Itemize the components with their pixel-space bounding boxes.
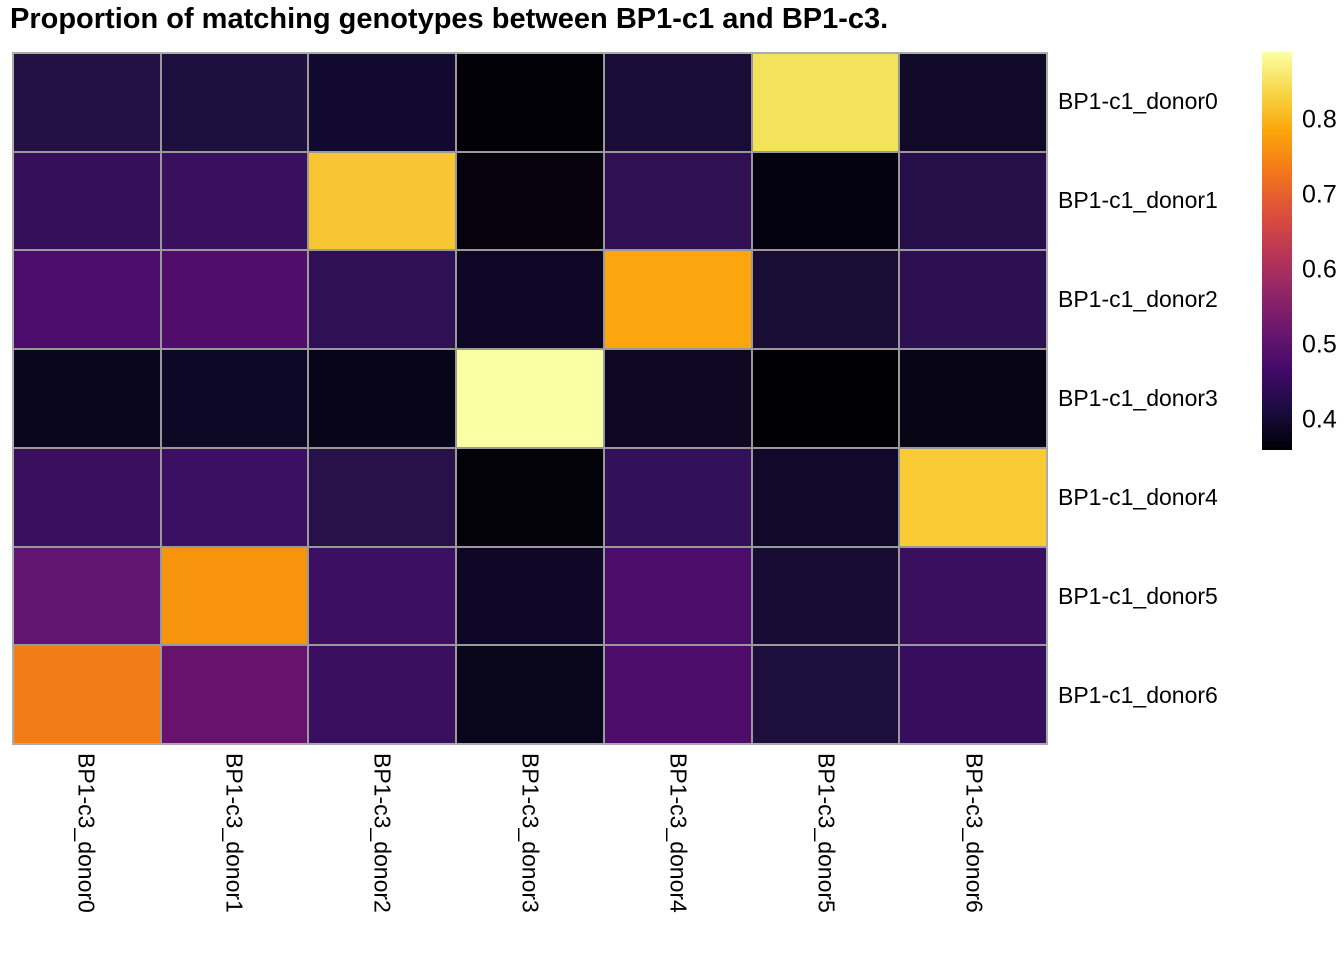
heatmap-cell [457, 448, 603, 546]
row-label: BP1-c1_donor2 [1058, 286, 1218, 312]
colorbar-tick: 0.7 [1302, 180, 1337, 209]
heatmap-grid [12, 52, 1048, 745]
heatmap-cell [457, 350, 603, 447]
heatmap-cell [604, 646, 751, 743]
heatmap-cell [161, 350, 308, 447]
heatmap-cell [161, 448, 308, 546]
heatmap-cell [309, 350, 456, 447]
col-label: BP1-c3_donor2 [369, 753, 396, 913]
heatmap-cell [309, 646, 456, 743]
heatmap-cell [309, 152, 456, 250]
heatmap-cell [900, 54, 1046, 151]
heatmap-cell [604, 448, 751, 546]
heatmap-cell [900, 251, 1046, 349]
chart-title: Proportion of matching genotypes between… [10, 3, 889, 35]
heatmap-cell [14, 251, 160, 349]
heatmap-cell [900, 350, 1046, 447]
heatmap-cell [604, 547, 751, 645]
col-label: BP1-c3_donor1 [221, 753, 248, 913]
heatmap-cell [457, 152, 603, 250]
heatmap-cell [14, 646, 160, 743]
colorbar-tick-labels: 0.8 0.7 0.6 0.5 0.4 [1302, 52, 1344, 450]
heatmap-cell [752, 646, 899, 743]
heatmap-cell [161, 547, 308, 645]
col-label: BP1-c3_donor5 [813, 753, 840, 913]
y-axis-labels: BP1-c1_donor0 BP1-c1_donor1 BP1-c1_donor2 B… [1058, 52, 1258, 745]
col-label: BP1-c3_donor4 [665, 753, 692, 913]
row-label: BP1-c1_donor1 [1058, 187, 1218, 213]
heatmap-cell [752, 350, 899, 447]
row-label: BP1-c1_donor4 [1058, 484, 1218, 510]
colorbar-tick: 0.4 [1302, 405, 1337, 434]
heatmap-cell [900, 646, 1046, 743]
heatmap-cell [457, 646, 603, 743]
heatmap-cell [752, 251, 899, 349]
heatmap-cell [604, 152, 751, 250]
heatmap-cell [457, 251, 603, 349]
colorbar-tick: 0.8 [1302, 105, 1337, 134]
heatmap-cell [161, 646, 308, 743]
heatmap-cell [752, 54, 899, 151]
col-label: BP1-c3_donor3 [517, 753, 544, 913]
heatmap-cell [161, 54, 308, 151]
heatmap-cell [309, 547, 456, 645]
heatmap-cell [604, 350, 751, 447]
x-axis-labels: BP1-c3_donor0 BP1-c3_donor1 BP1-c3_donor2 B… [12, 753, 1048, 960]
heatmap-cell [14, 350, 160, 447]
heatmap-cell [14, 547, 160, 645]
heatmap-cell [309, 251, 456, 349]
heatmap-cell [752, 547, 899, 645]
heatmap-cell [604, 251, 751, 349]
heatmap-cell [161, 152, 308, 250]
heatmap-cell [14, 448, 160, 546]
heatmap-cell [900, 547, 1046, 645]
row-label: BP1-c1_donor5 [1058, 583, 1218, 609]
heatmap-cell [900, 448, 1046, 546]
row-label: BP1-c1_donor3 [1058, 385, 1218, 411]
colorbar-tick: 0.6 [1302, 255, 1337, 284]
row-label: BP1-c1_donor0 [1058, 88, 1218, 114]
heatmap-cell [752, 448, 899, 546]
col-label: BP1-c3_donor0 [73, 753, 100, 913]
colorbar-tick: 0.5 [1302, 330, 1337, 359]
heatmap-cell [900, 152, 1046, 250]
heatmap-cell [309, 448, 456, 546]
heatmap-cell [457, 547, 603, 645]
heatmap-cell [14, 152, 160, 250]
col-label: BP1-c3_donor6 [961, 753, 988, 913]
heatmap-cell [309, 54, 456, 151]
heatmap-cell [14, 54, 160, 151]
heatmap-cell [161, 251, 308, 349]
heatmap-cell [752, 152, 899, 250]
row-label: BP1-c1_donor6 [1058, 682, 1218, 708]
heatmap-cell [604, 54, 751, 151]
heatmap-cell [457, 54, 603, 151]
colorbar-gradient [1262, 52, 1292, 450]
